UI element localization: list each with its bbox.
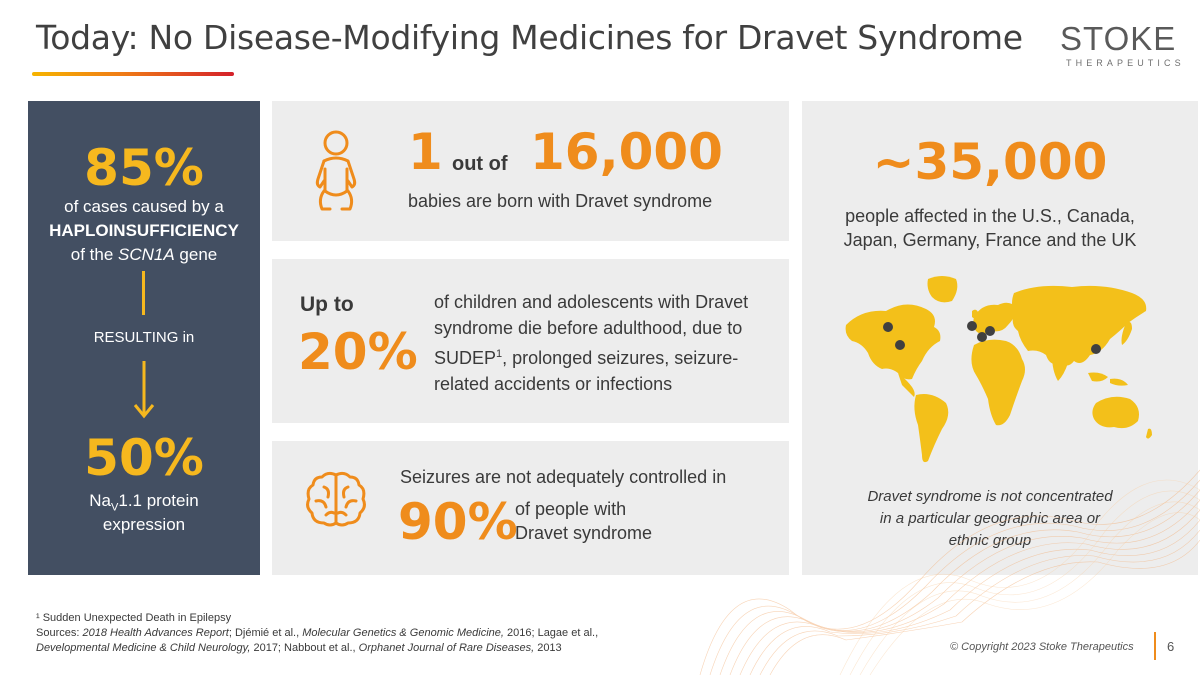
footnote-sources-2: Developmental Medicine & Child Neurology…: [36, 642, 562, 654]
page-divider: [1154, 632, 1156, 660]
lp-line4: NaV1.1 protein: [89, 491, 199, 514]
world-map: [845, 276, 1152, 463]
card-births: 1 out of 16,000 babies are born with Dra…: [272, 101, 789, 241]
card-seizures: Seizures are not adequately controlled i…: [272, 441, 789, 575]
mortality-up-to: Up to: [300, 293, 354, 316]
lp-line5: expression: [102, 515, 186, 534]
card-prevalence: ~35,000 people affected in the U.S., Can…: [802, 101, 1198, 575]
note-line2: in a particular geographic area or: [879, 510, 1101, 527]
prevalence-line1: people affected in the U.S., Canada,: [845, 206, 1135, 226]
births-text: babies are born with Dravet syndrome: [408, 191, 713, 211]
lp-line3: of the SCN1A gene: [70, 245, 218, 264]
seizures-line2: Dravet syndrome: [515, 523, 653, 543]
stat-85: 85%: [84, 139, 204, 197]
left-panel: 85% of cases caused by a HAPLOINSUFFICIE…: [28, 101, 260, 575]
prevalence-line2: Japan, Germany, France and the UK: [843, 230, 1137, 250]
marker-us: [895, 340, 905, 350]
connector-bar: [142, 271, 145, 315]
mortality-text: of children and adolescents with Dravet …: [434, 292, 749, 394]
logo-tagline: THERAPEUTICS: [1066, 58, 1185, 68]
lp-line1: of cases caused by a: [64, 197, 224, 216]
down-arrow-icon: [133, 361, 155, 419]
mortality-percent: 20%: [298, 323, 418, 381]
copyright: © Copyright 2023 Stoke Therapeutics: [950, 641, 1134, 653]
resulting-label: RESULTING in: [93, 329, 195, 346]
page-number: 6: [1167, 639, 1175, 654]
footnote-sources-1: Sources: 2018 Health Advances Report; Dj…: [36, 627, 599, 639]
note-line1: Dravet syndrome is not concentrated: [867, 488, 1113, 505]
marker-france: [977, 332, 987, 342]
seizures-line1: of people with: [515, 499, 627, 519]
baby-icon: [315, 130, 357, 211]
marker-japan: [1091, 344, 1101, 354]
marker-germany: [985, 326, 995, 336]
logo-wordmark: STOKE: [1060, 20, 1177, 57]
seizures-top: Seizures are not adequately controlled i…: [400, 467, 727, 487]
footnote-sudep: ¹ Sudden Unexpected Death in Epilepsy: [36, 612, 232, 624]
card-mortality: Up to 20% of children and adolescents wi…: [272, 259, 789, 423]
seizures-percent: 90%: [398, 493, 518, 551]
stoke-logo: STOKE THERAPEUTICS: [1060, 20, 1181, 72]
births-out-of: out of: [452, 153, 508, 175]
brain-icon: [306, 471, 366, 527]
lp-line2: HAPLOINSUFFICIENCY: [49, 221, 239, 240]
prevalence-number: ~35,000: [872, 133, 1108, 191]
stat-50: 50%: [84, 429, 204, 487]
marker-canada: [883, 322, 893, 332]
slide-title: Today: No Disease-Modifying Medicines fo…: [36, 18, 1023, 57]
births-number: 16,000: [530, 123, 723, 181]
births-one: 1: [408, 123, 443, 181]
note-line3: ethnic group: [948, 532, 1032, 549]
marker-uk: [967, 321, 977, 331]
title-underline: [32, 72, 234, 76]
